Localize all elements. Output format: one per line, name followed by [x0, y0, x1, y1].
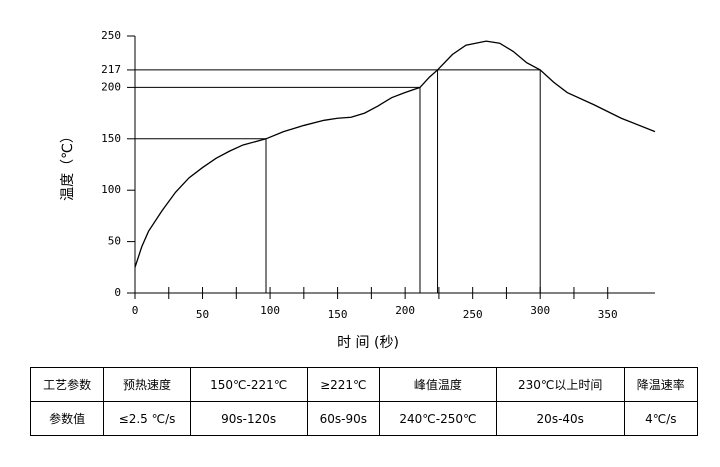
y-tick-label: 100 — [101, 183, 121, 196]
x-tick-label: 100 — [260, 304, 280, 317]
table-cell: 工艺参数 — [29, 367, 105, 402]
x-tick-label: 350 — [598, 308, 618, 321]
y-axis-label: 温度（℃） — [60, 129, 76, 201]
x-tick-label: 250 — [463, 308, 483, 321]
table-cell: ≥221℃ — [306, 367, 380, 402]
x-tick-label: 50 — [196, 308, 209, 321]
table-cell: 90s-120s — [189, 401, 308, 436]
table-row: 工艺参数 预热速度 150℃-221℃ ≥221℃ 峰值温度 230℃以上时间 降温速率 — [29, 367, 699, 402]
x-tick-label: 150 — [328, 308, 348, 321]
table-cell: 参数值 — [29, 401, 105, 436]
table-cell: 峰值温度 — [378, 367, 497, 402]
x-tick-label: 200 — [395, 304, 415, 317]
table-cell: 230℃以上时间 — [495, 367, 625, 402]
x-axis-label: 时 间 (秒) — [337, 335, 399, 351]
param-table: 工艺参数 预热速度 150℃-221℃ ≥221℃ 峰值温度 230℃以上时间 降温速率 参数… — [29, 367, 699, 436]
table-cell: 降温速率 — [623, 367, 699, 402]
table-row: 参数值 ≤2.5 ℃/s 90s-120s 60s-90s 240℃-250℃ 20s-4… — [29, 401, 699, 436]
table-cell: 预热速度 — [103, 367, 191, 402]
table-cell: 60s-90s — [306, 401, 380, 436]
table-cell: 4℃/s — [623, 401, 699, 436]
x-tick-label: 0 — [132, 304, 139, 317]
table-cell: ≤2.5 ℃/s — [103, 401, 191, 436]
table-cell: 150℃-221℃ — [189, 367, 308, 402]
y-tick-label: 150 — [101, 132, 121, 145]
y-tick-label: 50 — [108, 235, 121, 248]
y-tick-label: 217 — [101, 63, 121, 76]
table-cell: 240℃-250℃ — [378, 401, 497, 436]
y-tick-label: 250 — [101, 29, 121, 42]
y-tick-label: 0 — [114, 286, 121, 299]
y-tick-label: 200 — [101, 80, 121, 93]
chart: 时 间 (秒) 温度（℃） 0 50 100 150 200 217 250 0 50 100 15… — [60, 29, 656, 351]
x-tick-label: 300 — [530, 304, 550, 317]
temperature-curve — [134, 40, 656, 268]
table-cell: 20s-40s — [495, 401, 625, 436]
